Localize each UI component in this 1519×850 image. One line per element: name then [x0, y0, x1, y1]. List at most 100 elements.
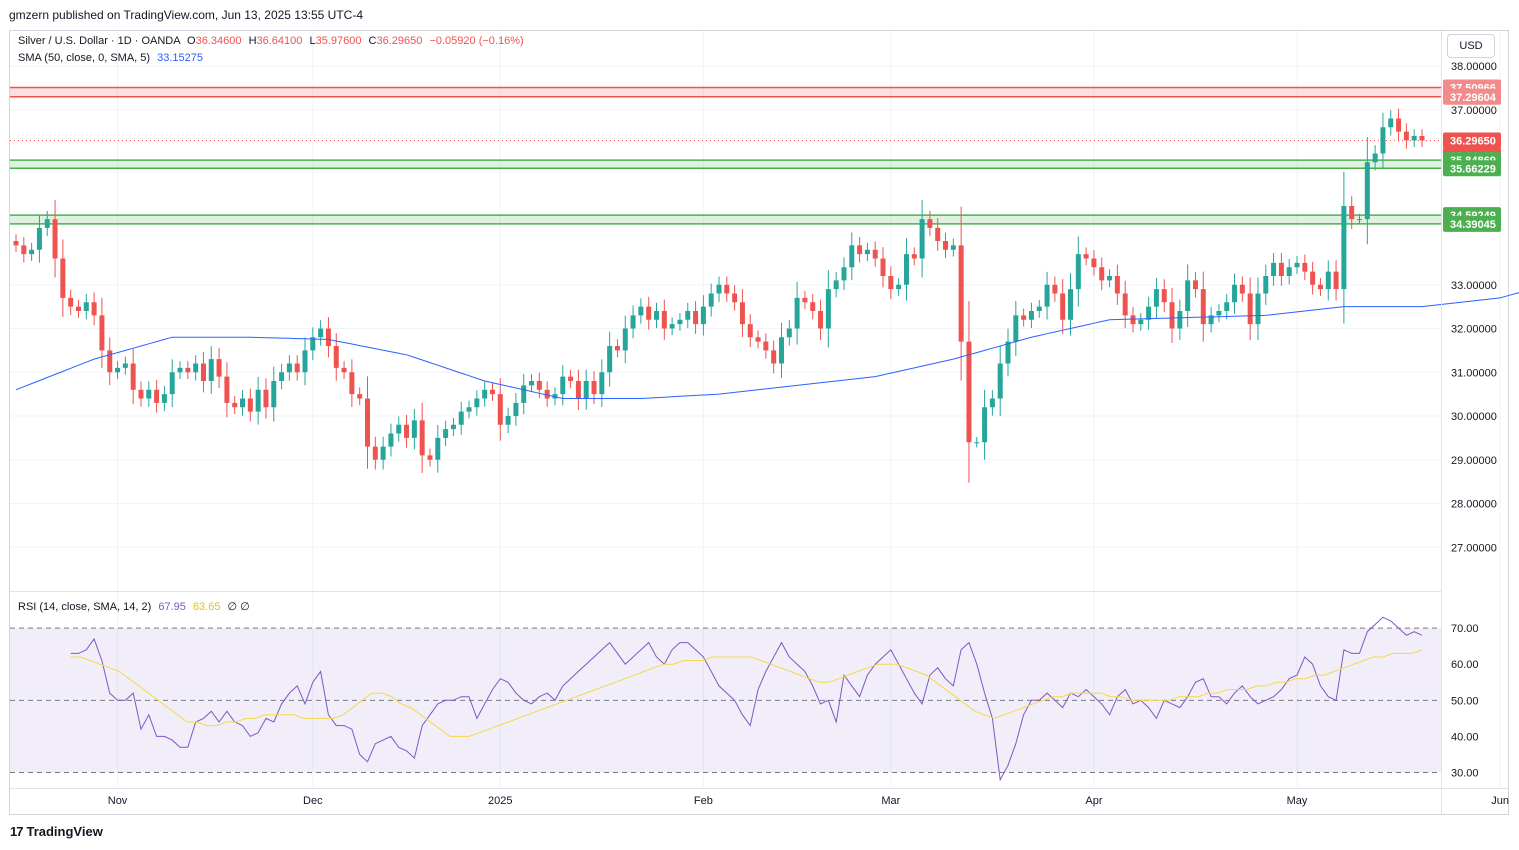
candle	[44, 219, 50, 228]
candle	[989, 398, 995, 408]
candle	[310, 337, 316, 351]
candle	[1036, 306, 1042, 311]
candle	[669, 324, 675, 329]
candle	[146, 389, 152, 399]
price-tick-label: 33.00000	[1451, 280, 1497, 292]
candle	[411, 420, 417, 438]
candle	[99, 315, 105, 351]
candle	[1255, 293, 1261, 325]
candle	[950, 245, 956, 250]
candle	[747, 324, 753, 338]
candle	[521, 385, 527, 403]
candle	[1161, 289, 1167, 303]
candle	[1286, 267, 1292, 276]
candle	[505, 416, 511, 425]
candle	[1060, 293, 1066, 320]
candle	[1419, 136, 1425, 141]
rsi-value: 67.95	[158, 601, 186, 613]
candle	[130, 363, 136, 390]
candle	[1021, 315, 1027, 320]
candle	[958, 245, 964, 342]
candle	[560, 376, 566, 395]
candle	[763, 341, 769, 351]
symbol-name: Silver / U.S. Dollar · 1D · OANDA	[18, 35, 180, 47]
candle	[349, 372, 355, 395]
price-label-text: 37.29604	[1450, 92, 1497, 104]
low-value: 35.97600	[315, 35, 362, 47]
candle	[810, 302, 816, 311]
time-axis-label: 2025	[488, 795, 512, 807]
candle	[404, 424, 410, 438]
rsi-legend: RSI (14, close, SMA, 14, 2) 67.95 63.65 …	[18, 600, 250, 613]
currency-button[interactable]: USD	[1447, 34, 1495, 58]
chart-frame	[9, 30, 1509, 815]
price-tick-label: 30.00000	[1451, 411, 1497, 423]
time-axis-label: Jun	[1491, 795, 1509, 807]
candle	[724, 284, 730, 294]
candle	[1083, 254, 1089, 259]
candle	[755, 337, 761, 342]
footer-brand: 17 TradingView	[10, 824, 103, 839]
candle	[224, 376, 230, 403]
candle	[529, 381, 535, 386]
candle	[240, 398, 246, 408]
candle	[154, 389, 160, 403]
candle	[716, 284, 722, 294]
candle	[115, 367, 121, 373]
price-tick-label: 38.00000	[1451, 61, 1497, 73]
sr-zone	[10, 160, 1441, 169]
sma-legend: SMA (50, close, 0, SMA, 5) 33.15275	[18, 52, 203, 64]
candle	[380, 446, 386, 460]
candle	[802, 297, 808, 303]
candle	[794, 297, 800, 329]
candle	[1075, 254, 1081, 290]
candle	[974, 442, 980, 444]
candle	[919, 219, 925, 259]
candle	[325, 328, 331, 346]
candle	[599, 372, 605, 395]
candle	[630, 315, 636, 329]
candle	[622, 328, 628, 351]
sma-label: SMA (50, close, 0, SMA, 5)	[18, 52, 151, 64]
candle	[1068, 289, 1073, 320]
candle	[1396, 118, 1402, 132]
rsi-tick-label: 40.00	[1451, 731, 1479, 743]
candle	[1239, 284, 1245, 294]
candle	[75, 306, 81, 311]
candle	[1114, 276, 1120, 294]
candle	[888, 276, 894, 290]
candle	[185, 367, 191, 373]
footer-brand-label: TradingView	[26, 824, 103, 839]
candle	[833, 280, 839, 290]
candle	[396, 424, 402, 434]
candle	[208, 359, 214, 381]
candle	[864, 249, 870, 255]
candle	[966, 341, 972, 443]
rsi-tick-label: 50.00	[1451, 695, 1479, 707]
candle	[1302, 262, 1308, 272]
candle	[982, 407, 988, 443]
candle	[1380, 127, 1386, 154]
rsi-tick-label: 70.00	[1451, 623, 1479, 635]
rsi-sma-line	[70, 649, 1423, 737]
time-axis-label: Nov	[108, 795, 128, 807]
candle	[1310, 271, 1316, 285]
time-axis-label: Apr	[1085, 795, 1102, 807]
candle	[693, 311, 699, 325]
candle	[1224, 302, 1230, 311]
candle	[21, 245, 27, 255]
rsi-tick-label: 60.00	[1451, 659, 1479, 671]
candle	[739, 302, 745, 325]
price-tick-label: 28.00000	[1451, 499, 1497, 511]
publisher-line: gmzern published on TradingView.com, Jun…	[9, 8, 363, 22]
candle	[927, 219, 933, 228]
candle	[872, 249, 878, 259]
price-label-badge	[1443, 215, 1501, 232]
candle	[1388, 118, 1394, 128]
price-label-badge	[1443, 160, 1501, 177]
candle	[997, 363, 1003, 399]
candle	[1192, 280, 1198, 290]
candle	[302, 350, 308, 373]
sr-zone	[10, 215, 1441, 224]
